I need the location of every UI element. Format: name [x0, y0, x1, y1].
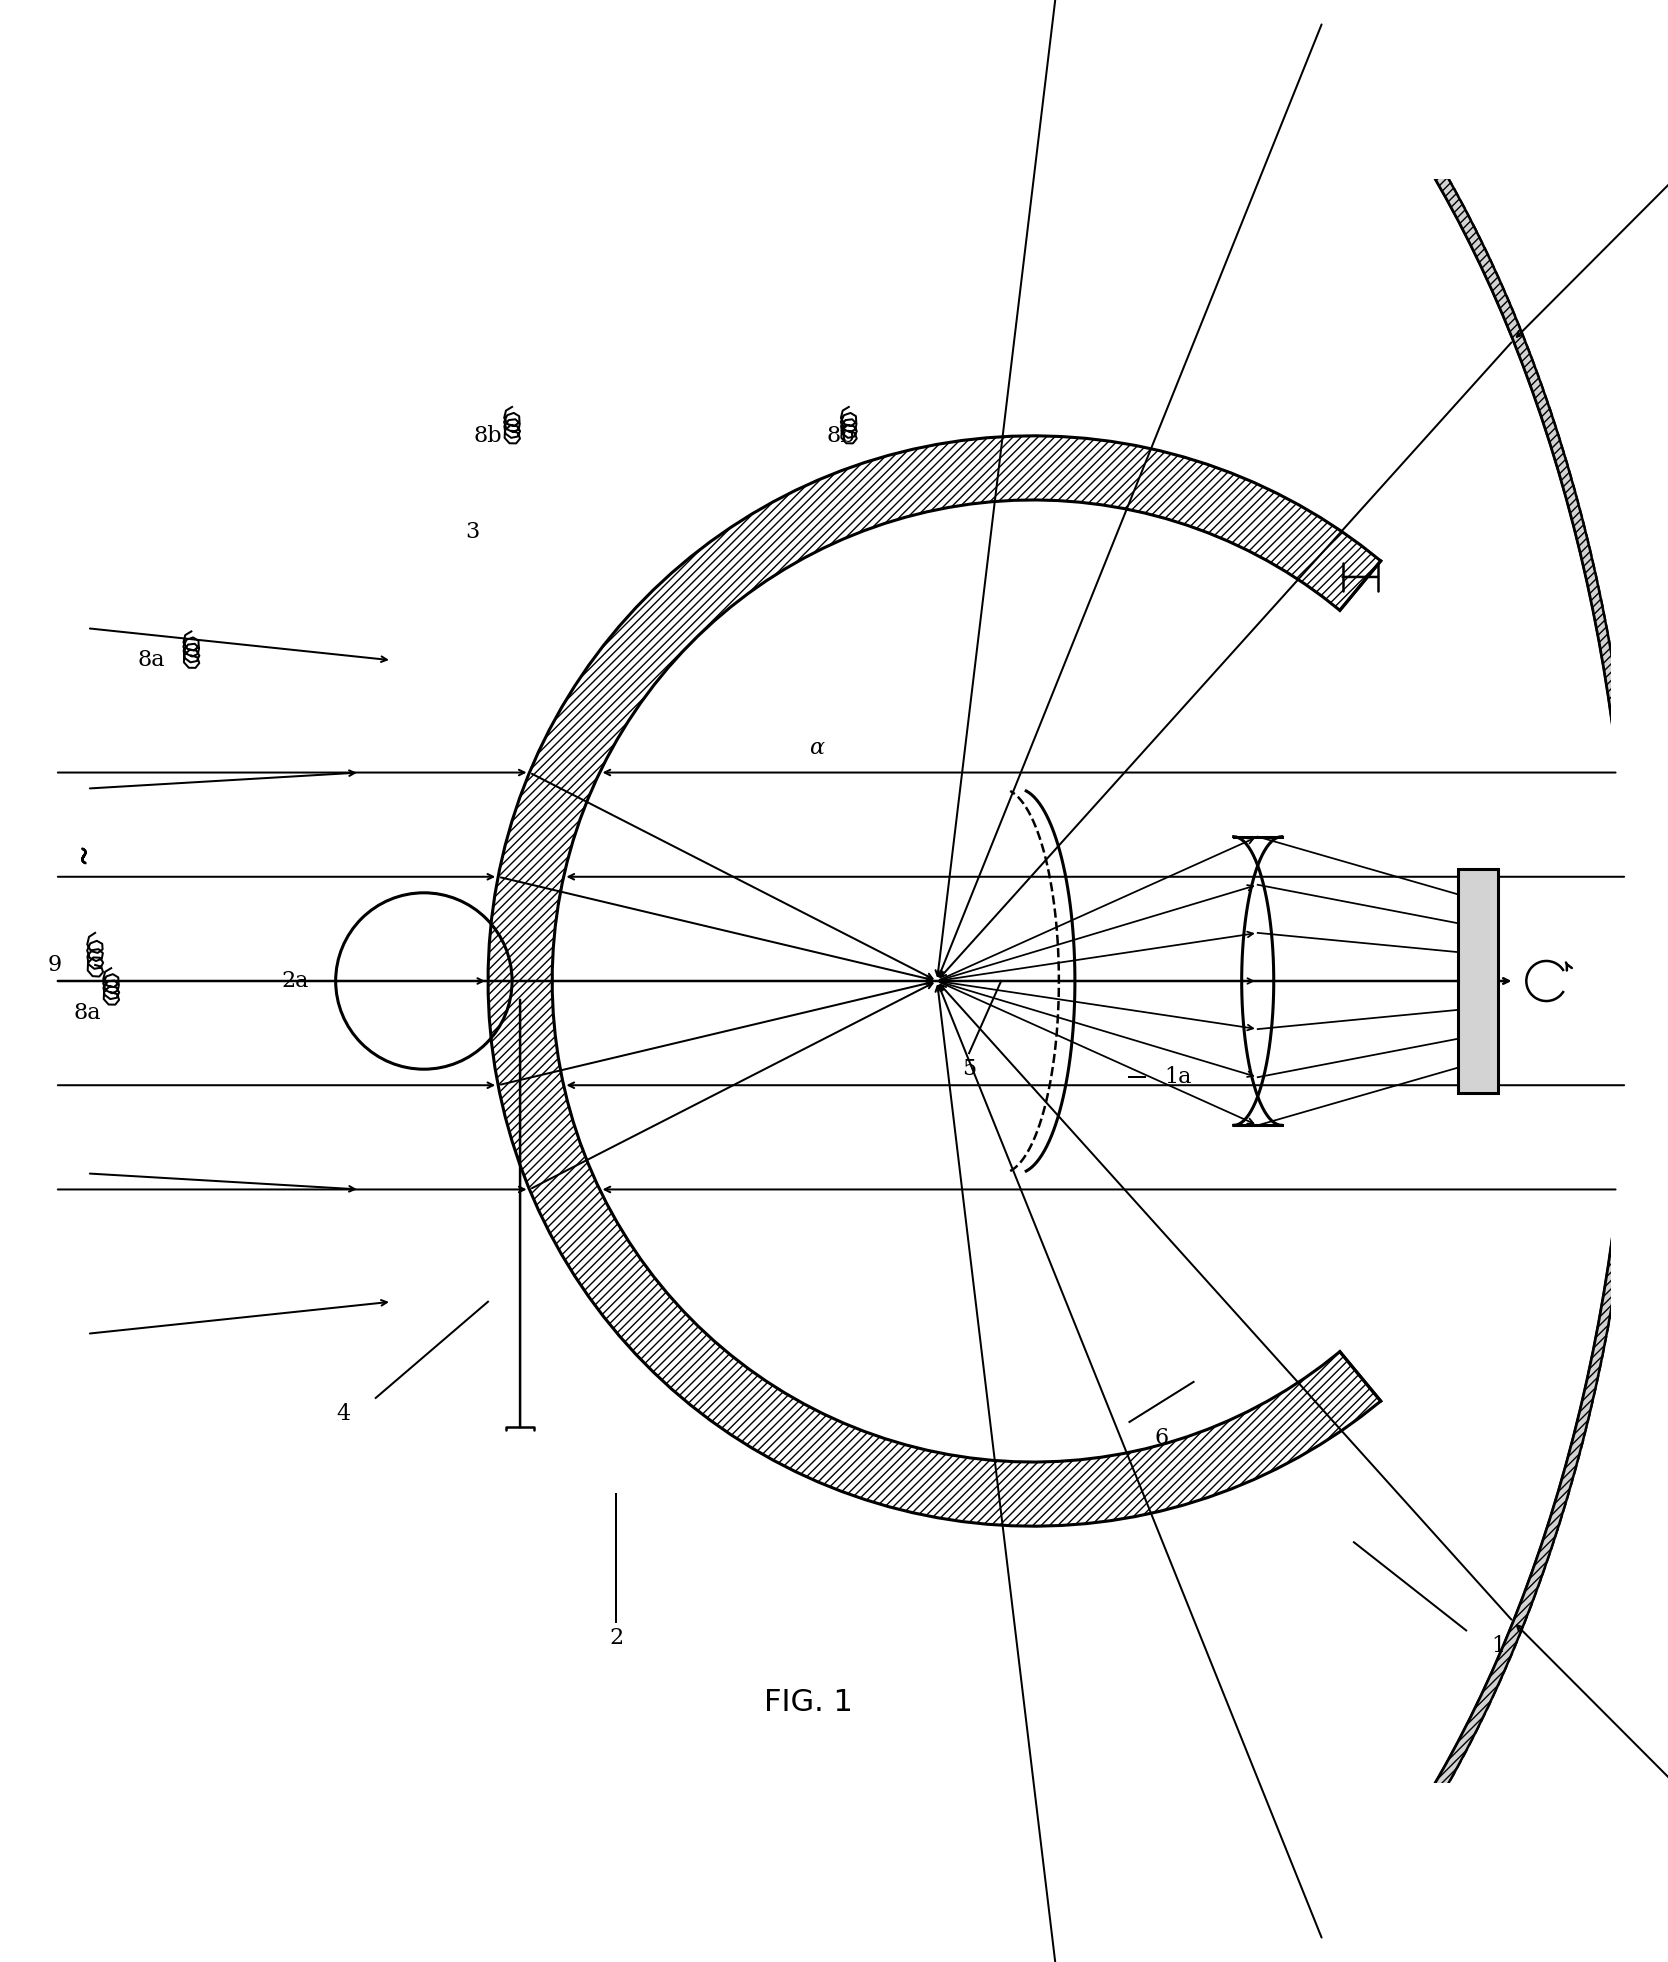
Text: 1a: 1a — [1164, 1065, 1191, 1089]
Bar — [1458, 869, 1498, 1093]
Text: 1: 1 — [1491, 1636, 1505, 1658]
Polygon shape — [489, 436, 1381, 1526]
Polygon shape — [679, 0, 1640, 1962]
Text: α: α — [809, 738, 824, 759]
Text: 4: 4 — [337, 1403, 350, 1424]
Text: 8b: 8b — [826, 426, 856, 447]
Text: 8a: 8a — [137, 649, 165, 671]
Text: 8a: 8a — [73, 1003, 100, 1024]
Text: 6: 6 — [1154, 1426, 1169, 1450]
Text: 9: 9 — [48, 954, 62, 975]
Text: 5: 5 — [962, 1058, 976, 1081]
Text: 3: 3 — [465, 522, 479, 543]
Text: 7: 7 — [1475, 1065, 1490, 1089]
Text: 2: 2 — [609, 1626, 624, 1650]
Text: 2a: 2a — [282, 969, 309, 993]
Text: FIG. 1: FIG. 1 — [764, 1687, 852, 1717]
Text: 8b: 8b — [474, 426, 502, 447]
